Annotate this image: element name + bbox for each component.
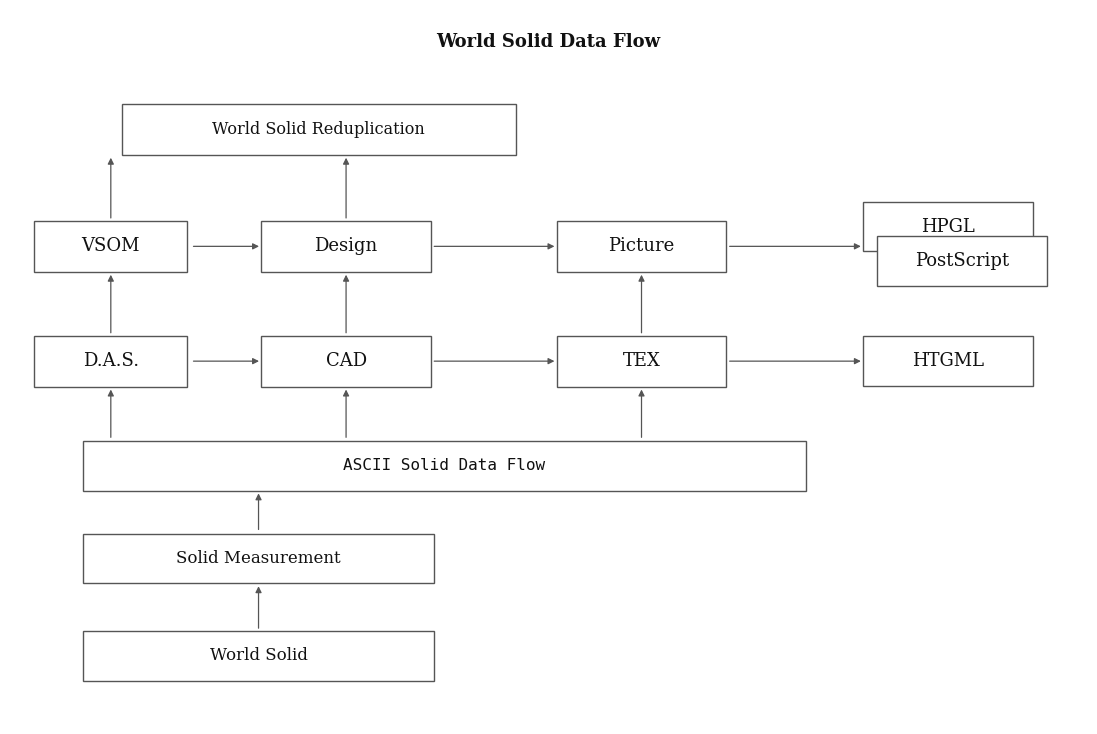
Text: TEX: TEX — [623, 352, 660, 370]
FancyBboxPatch shape — [34, 221, 188, 272]
FancyBboxPatch shape — [83, 631, 433, 680]
Text: Picture: Picture — [609, 237, 675, 255]
FancyBboxPatch shape — [556, 221, 726, 272]
Text: World Solid Data Flow: World Solid Data Flow — [437, 32, 660, 51]
Text: ASCII Solid Data Flow: ASCII Solid Data Flow — [343, 458, 545, 473]
Text: World Solid: World Solid — [210, 647, 307, 664]
FancyBboxPatch shape — [34, 335, 188, 387]
FancyBboxPatch shape — [261, 335, 431, 387]
FancyBboxPatch shape — [83, 441, 805, 490]
Text: Design: Design — [315, 237, 377, 255]
Text: HTGML: HTGML — [912, 352, 984, 370]
FancyBboxPatch shape — [122, 103, 516, 155]
FancyBboxPatch shape — [863, 202, 1032, 252]
Text: D.A.S.: D.A.S. — [82, 352, 139, 370]
Text: World Solid Reduplication: World Solid Reduplication — [213, 121, 426, 138]
Text: CAD: CAD — [326, 352, 366, 370]
Text: VSOM: VSOM — [81, 237, 140, 255]
FancyBboxPatch shape — [83, 534, 433, 584]
FancyBboxPatch shape — [878, 236, 1047, 286]
Text: Solid Measurement: Solid Measurement — [177, 550, 341, 567]
FancyBboxPatch shape — [556, 335, 726, 387]
Text: PostScript: PostScript — [915, 252, 1009, 270]
Text: HPGL: HPGL — [921, 217, 975, 236]
FancyBboxPatch shape — [863, 336, 1032, 386]
FancyBboxPatch shape — [261, 221, 431, 272]
